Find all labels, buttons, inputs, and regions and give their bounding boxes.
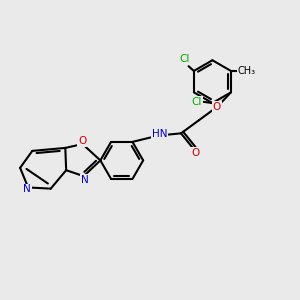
Text: Cl: Cl — [179, 54, 190, 64]
Text: HN: HN — [152, 129, 167, 139]
Text: CH₃: CH₃ — [237, 66, 256, 76]
Text: N: N — [23, 184, 31, 194]
Text: O: O — [213, 102, 221, 112]
Text: N: N — [81, 175, 88, 185]
Text: O: O — [78, 136, 86, 146]
Text: Cl: Cl — [192, 97, 202, 106]
Text: O: O — [191, 148, 200, 158]
